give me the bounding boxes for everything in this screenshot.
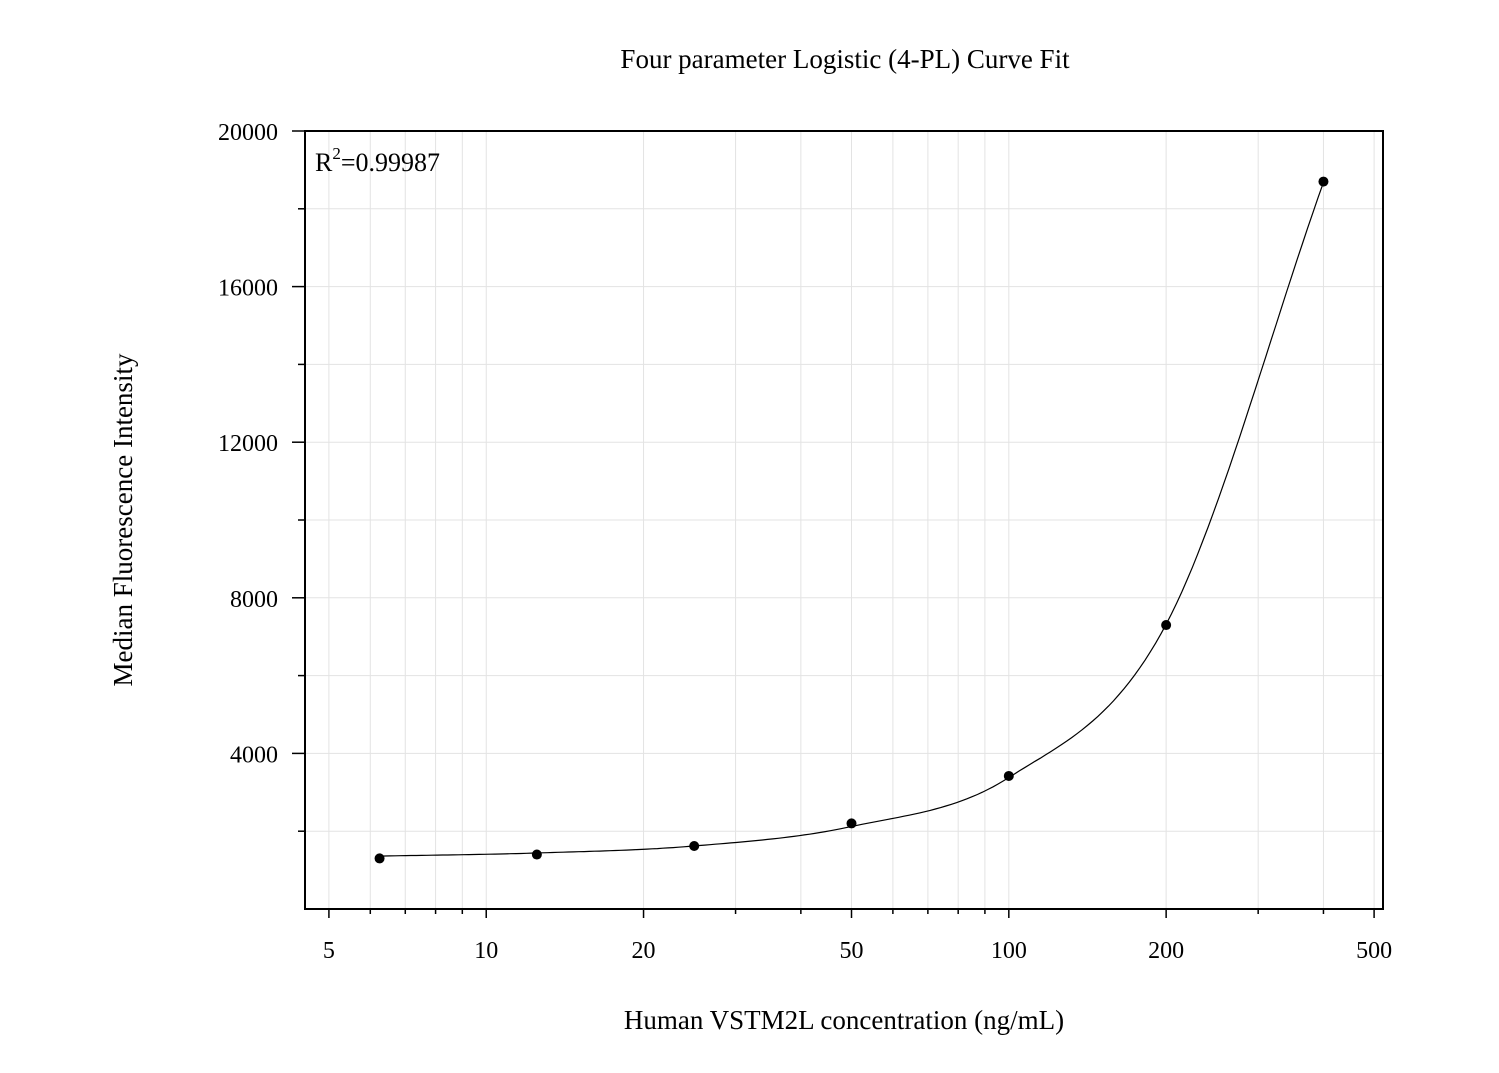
y-tick-label: 8000 bbox=[230, 587, 278, 613]
data-point bbox=[1161, 620, 1172, 631]
data-point bbox=[689, 840, 700, 851]
x-tick-label: 10 bbox=[474, 938, 498, 964]
r-squared-annotation: R2=0.99987 bbox=[315, 144, 440, 177]
x-tick-label: 500 bbox=[1356, 938, 1392, 964]
data-points bbox=[374, 176, 1329, 864]
x-tick-label: 20 bbox=[632, 938, 656, 964]
y-axis-label: Median Fluorescence Intensity bbox=[108, 353, 138, 686]
x-axis-label: Human VSTM2L concentration (ng/mL) bbox=[624, 1005, 1064, 1035]
r-squared-prefix: R bbox=[315, 148, 333, 177]
r-squared-superscript: 2 bbox=[332, 144, 341, 163]
y-tick-label: 20000 bbox=[218, 120, 278, 146]
y-tick-label: 16000 bbox=[218, 276, 278, 302]
grid bbox=[305, 130, 1383, 909]
data-point bbox=[531, 849, 542, 860]
x-tick-label: 100 bbox=[991, 938, 1027, 964]
axis-ticks bbox=[292, 130, 1375, 918]
x-tick-label: 50 bbox=[840, 938, 864, 964]
data-point bbox=[1318, 176, 1329, 187]
data-point bbox=[374, 853, 385, 864]
y-tick-label: 4000 bbox=[230, 742, 278, 768]
chart-title: Four parameter Logistic (4-PL) Curve Fit bbox=[620, 44, 1070, 74]
data-point bbox=[846, 818, 857, 829]
y-tick-label: 12000 bbox=[218, 431, 278, 457]
x-tick-label: 200 bbox=[1148, 938, 1184, 964]
x-tick-label: 5 bbox=[323, 938, 335, 964]
tick-labels: 5 10 20 50 100 200 500 4000 8000 12000 16000 20000 bbox=[218, 120, 1392, 964]
data-point bbox=[1003, 770, 1014, 781]
r-squared-value: =0.99987 bbox=[341, 148, 440, 177]
